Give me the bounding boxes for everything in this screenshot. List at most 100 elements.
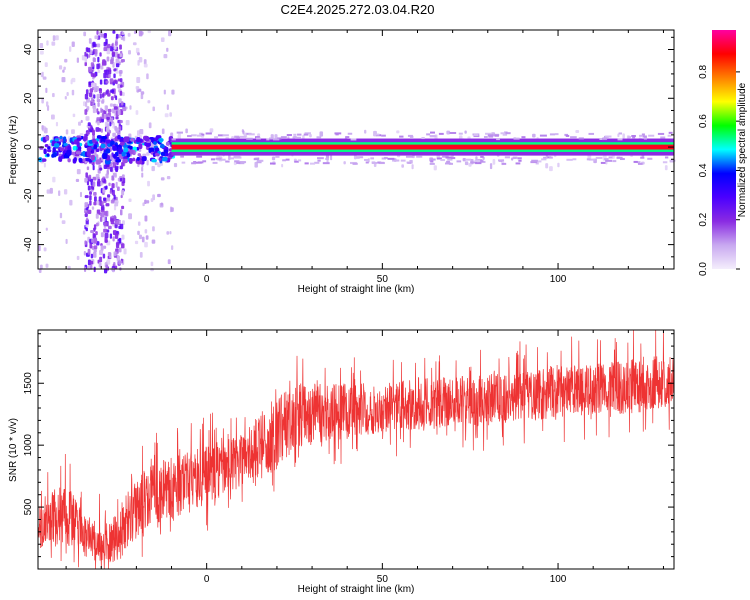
- spectrogram-cell: [101, 204, 105, 211]
- spectrogram-cell: [141, 166, 144, 172]
- spectrogram-cell: [92, 129, 95, 136]
- spectrogram-cell: [511, 157, 514, 161]
- spectrogram-cell: [96, 30, 99, 35]
- spectrogram-cell: [86, 181, 90, 186]
- spectrogram-cell: [411, 164, 414, 170]
- spectrogram-cell: [160, 202, 163, 206]
- colorbar: 0.0 0.2 0.4 0.6 0.8 Normalized spectral ampl…: [698, 30, 748, 276]
- spectrogram-cell: [148, 122, 152, 129]
- spectrogram-cell: [111, 51, 115, 56]
- spectrogram-cell: [119, 209, 123, 216]
- spectrogram-cell: [93, 224, 97, 230]
- spectrogram-cell: [119, 78, 123, 83]
- spectrogram-cell: [86, 166, 90, 171]
- spectrogram-cell: [96, 209, 101, 215]
- spectrogram-cell: [116, 255, 120, 260]
- spectrogram-panel: 0 50 100 -40 -20 0 20 40 Height of straight li…: [8, 29, 676, 295]
- spectrogram-cell: [85, 89, 89, 95]
- spectrogram-cell: [539, 134, 547, 137]
- spectrogram-cell: [234, 135, 240, 138]
- spectrogram-cell: [64, 96, 67, 100]
- spectrogram-cell: [115, 242, 120, 249]
- spectrogram-cell: [101, 118, 104, 123]
- spectrogram-cell: [163, 53, 168, 59]
- spectrogram-cell: [464, 130, 467, 134]
- y-tick-label: 1000: [23, 434, 34, 457]
- spectrogram-cell: [464, 161, 469, 166]
- spectrogram-cell: [69, 199, 73, 206]
- y-tick-label: -40: [23, 237, 34, 252]
- snr-y-axis-label: SNR (10 * v/v): [8, 418, 19, 482]
- spectrogram-cell: [115, 33, 119, 39]
- spectrogram-cell: [430, 131, 435, 134]
- spectrogram-cell: [557, 162, 560, 168]
- spectrogram-cell: [108, 130, 112, 134]
- spectrogram-cell: [474, 159, 481, 162]
- spectrogram-cell: [501, 162, 507, 165]
- snr-frame: [38, 330, 674, 569]
- spectrogram-cell: [622, 133, 625, 139]
- spectrogram-cell: [187, 135, 192, 138]
- spectrogram-cell: [627, 136, 632, 139]
- spectrogram-cell: [97, 120, 100, 126]
- y-tick-label: 20: [23, 92, 34, 104]
- spectrogram-cell: [496, 138, 500, 141]
- spectrogram-cell: [112, 30, 116, 34]
- spectrogram-cell: [110, 45, 114, 52]
- spectrogram-cell: [549, 156, 553, 159]
- spectrogram-cell: [442, 155, 449, 158]
- spectrogram-cell: [152, 106, 155, 112]
- spectrogram-cell: [107, 123, 110, 129]
- spectrogram-cell: [637, 162, 643, 165]
- spectrogram-cell: [115, 219, 120, 225]
- spectrogram-cell: [150, 261, 154, 267]
- spectrogram-cell: [45, 135, 50, 141]
- spectrogram-cell: [330, 154, 333, 161]
- spectrogram-cell: [106, 258, 111, 265]
- spectrogram-cell: [158, 157, 162, 161]
- spectrogram-cell: [105, 264, 109, 269]
- spectrogram-cell: [71, 129, 75, 134]
- spectrogram-cell: [85, 47, 89, 52]
- spectrogram-cell: [498, 159, 504, 162]
- spectrogram-cell: [456, 160, 462, 163]
- spectrogram-cell: [111, 215, 114, 219]
- spectrogram-cell: [109, 166, 113, 172]
- spectrogram-cell: [233, 155, 241, 158]
- spectrogram-cell: [122, 106, 127, 112]
- spectrogram-cell: [104, 237, 108, 243]
- spectrogram-cell: [103, 245, 107, 249]
- spectrogram-cell: [489, 163, 493, 170]
- spectrogram-cell: [83, 251, 86, 256]
- spectrogram-cell: [87, 122, 91, 127]
- spectrogram-cell: [640, 156, 645, 159]
- spectrogram-cell: [512, 156, 517, 159]
- spectrogram-cell: [129, 105, 132, 110]
- spectrogram-cell: [494, 134, 499, 137]
- spectrogram-cell: [129, 149, 134, 155]
- spectrogram-cell: [379, 161, 385, 164]
- spectrogram-cell: [564, 133, 569, 136]
- spectrogram-cell: [409, 160, 413, 163]
- spectrogram-cell: [86, 150, 91, 157]
- spectrogram-cell: [93, 144, 98, 150]
- spectrogram-cell: [144, 136, 150, 142]
- spectrogram-cell: [99, 150, 103, 154]
- spectrogram-cell: [304, 132, 311, 135]
- colorbar-gradient: [712, 30, 736, 269]
- spectrogram-cell: [480, 155, 484, 158]
- spectrogram-cell: [396, 130, 400, 134]
- spectrogram-cell: [445, 156, 453, 159]
- spectrogram-cell: [136, 130, 140, 136]
- spectrogram-cell: [90, 154, 95, 161]
- spectrogram-cell: [100, 245, 104, 251]
- spectrogram-cell: [566, 158, 573, 161]
- spectrogram-cell: [86, 146, 92, 152]
- spectrogram-cell: [58, 190, 61, 197]
- spectrogram-cell: [632, 136, 636, 139]
- colorbar-tick-label: 0.6: [698, 114, 709, 128]
- spectrogram-cell: [171, 138, 176, 141]
- spectrogram-cell: [103, 211, 107, 216]
- spectrogram-cell: [444, 162, 452, 165]
- spectrogram-cell: [458, 132, 463, 135]
